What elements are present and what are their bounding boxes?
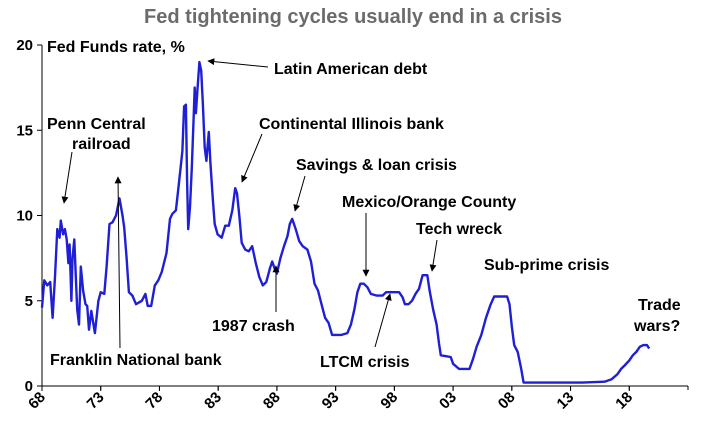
arrow-franklin-national [114,176,122,349]
x-tick-label: 13 [554,389,578,413]
annotation-savings-loan: Savings & loan crisis [296,157,457,174]
y-ticks: 0 5 10 15 20 [16,37,42,395]
annotation-penn-central-line1: Penn Central [47,116,146,133]
arrow-continental-illinois [241,133,263,183]
series-line-fed-funds-rate [40,60,651,384]
arrow-penn-central [61,151,73,204]
x-tick-label: 93 [319,389,343,413]
x-tick-label: 03 [436,389,460,413]
y-tick-label: 10 [16,208,33,225]
x-tick-label: 73 [84,389,108,413]
annotation-latin-american-debt: Latin American debt [274,61,428,78]
axes [41,45,688,387]
annotation-penn-central-line2: railroad [72,136,131,153]
arrow-savings-loan [293,175,306,212]
arrow-latin-american-debt [207,58,269,68]
annotation-continental-illinois: Continental Illinois bank [259,116,444,133]
chart-title: Fed tightening cycles usually end in a c… [144,6,562,28]
y-tick-label: 0 [25,378,33,395]
y-tick-label: 5 [25,293,33,310]
x-tick-label: 83 [201,389,225,413]
x-tick-label: 88 [260,389,284,413]
annotation-franklin-national: Franklin National bank [50,352,222,369]
annotations: Fed Funds rate, % Latin American debt Pe… [47,39,681,371]
annotation-sub-prime: Sub-prime crisis [484,257,609,274]
x-tick-label: 18 [612,389,636,413]
x-tick-label: 98 [377,389,401,413]
annotation-1987-crash: 1987 crash [212,318,295,335]
x-tick-label: 78 [142,389,166,413]
arrow-tech-wreck [429,239,438,272]
annotation-mexico-orange-county: Mexico/Orange County [342,194,516,211]
annotation-trade-wars-line1: Trade [638,297,681,314]
annotation-ltcm: LTCM crisis [320,354,410,371]
y-tick-label: 20 [16,37,33,54]
y-tick-label: 15 [16,122,33,139]
annotation-tech-wreck: Tech wreck [416,221,502,238]
x-tick-label: 08 [495,389,519,413]
ylabel: Fed Funds rate, % [47,39,185,56]
x-ticks: 68 73 78 83 88 93 98 03 08 13 18 [25,386,689,413]
annotation-trade-wars-line2: wars? [633,318,680,335]
arrow-ltcm [374,293,392,348]
